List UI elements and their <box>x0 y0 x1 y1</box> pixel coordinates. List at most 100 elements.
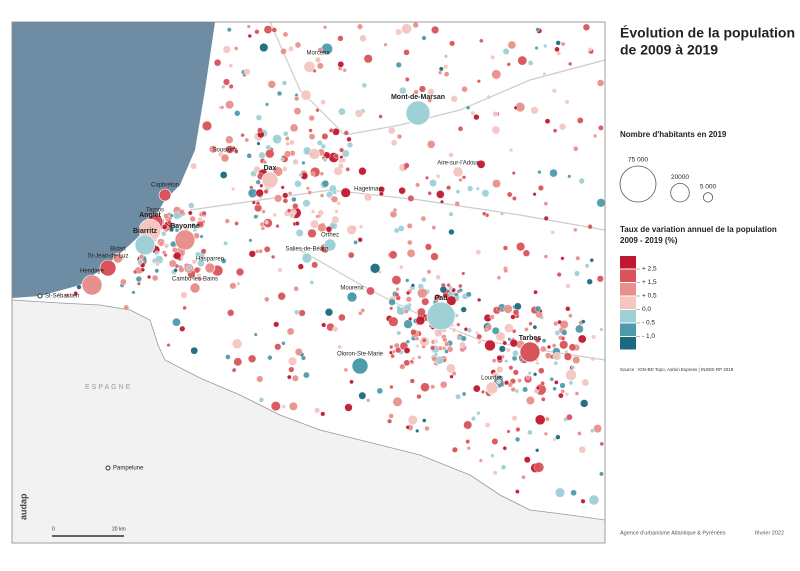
commune-circle <box>310 219 319 229</box>
commune-circle <box>294 348 303 356</box>
commune-circle <box>201 210 207 217</box>
commune-circle <box>307 190 313 195</box>
commune-circle <box>349 379 354 385</box>
commune-circle <box>332 189 337 195</box>
place-label: Hagetmau <box>354 187 382 193</box>
commune-circle <box>499 211 505 216</box>
commune-circle <box>161 224 168 230</box>
rate-legend-label: - 0,5 <box>642 320 655 327</box>
commune-circle <box>443 54 448 59</box>
commune-circle <box>359 34 367 42</box>
commune-circle <box>222 45 231 54</box>
commune-circle <box>303 60 316 73</box>
commune-circle <box>502 446 507 451</box>
commune-circle <box>392 207 398 213</box>
map-frame <box>11 21 606 544</box>
commune-circle <box>532 192 537 197</box>
commune-circle <box>324 308 334 317</box>
commune-circle <box>457 126 464 132</box>
commune-circle <box>173 268 178 273</box>
commune-circle <box>540 345 547 353</box>
commune-circle <box>293 107 302 115</box>
commune-circle <box>421 277 427 283</box>
commune-circle <box>498 345 506 353</box>
commune-circle <box>454 201 461 207</box>
commune-circle <box>593 133 598 138</box>
commune-circle <box>388 413 394 419</box>
commune-circle <box>472 384 481 393</box>
commune-circle <box>388 316 399 327</box>
commune-circle <box>151 274 159 282</box>
commune-circle <box>370 263 381 274</box>
commune-circle <box>297 263 304 270</box>
commune-circle <box>267 80 276 89</box>
commune-circle <box>272 212 277 218</box>
commune-circle <box>389 306 394 311</box>
commune-circle <box>410 283 415 288</box>
commune-circle <box>589 258 594 263</box>
commune-circle <box>411 356 416 361</box>
commune-circle <box>467 185 474 192</box>
commune-circle <box>448 285 454 291</box>
commune-circle <box>420 215 427 222</box>
commune-circle <box>476 159 486 169</box>
commune-circle <box>407 239 413 246</box>
commune-circle <box>559 320 569 330</box>
place-label: Aire-sur-l'Adour <box>437 161 479 167</box>
town-circle <box>426 301 456 331</box>
commune-circle <box>559 340 569 350</box>
commune-circle <box>309 280 315 285</box>
commune-circle <box>197 277 202 282</box>
place-label: Capbreton <box>151 183 179 189</box>
place-label: Orthez <box>321 233 339 239</box>
commune-circle <box>213 59 222 67</box>
commune-circle <box>407 194 415 202</box>
commune-circle <box>334 209 339 214</box>
commune-circle <box>225 354 231 360</box>
commune-circle <box>284 150 292 158</box>
commune-circle <box>461 85 468 93</box>
rate-legend-title: Taux de variation annuel de la populatio… <box>620 225 777 234</box>
commune-circle <box>465 105 471 110</box>
commune-circle <box>475 249 482 255</box>
commune-circle <box>424 243 432 251</box>
town-circle <box>99 259 117 277</box>
commune-circle <box>555 434 561 440</box>
commune-circle <box>584 263 590 269</box>
commune-circle <box>403 359 411 367</box>
commune-circle <box>427 98 433 103</box>
commune-circle <box>568 61 573 66</box>
commune-circle <box>358 311 363 316</box>
commune-circle <box>412 22 419 29</box>
commune-circle <box>524 326 529 332</box>
commune-circle <box>406 248 416 258</box>
commune-circle <box>321 322 327 328</box>
commune-circle <box>491 326 500 335</box>
commune-circle <box>338 107 346 116</box>
town-circle <box>351 357 369 375</box>
commune-circle <box>473 113 480 121</box>
town-circle <box>112 252 124 264</box>
commune-circle <box>573 145 579 152</box>
commune-circle <box>293 286 299 292</box>
commune-circle <box>328 127 334 133</box>
scale-end: 20 km <box>112 526 126 532</box>
commune-circle <box>451 371 457 376</box>
commune-circle <box>336 201 341 206</box>
commune-circle <box>262 160 268 165</box>
town-circle <box>189 282 201 294</box>
commune-circle <box>530 106 539 115</box>
commune-circle <box>415 344 420 349</box>
commune-circle <box>564 99 570 105</box>
commune-circle <box>401 23 412 35</box>
commune-circle <box>282 198 289 204</box>
commune-circle <box>565 283 571 289</box>
commune-circle <box>444 341 450 347</box>
commune-circle <box>451 446 458 453</box>
commune-circle <box>388 298 396 306</box>
commune-circle <box>271 27 277 33</box>
commune-circle <box>366 398 371 403</box>
commune-circle <box>317 223 327 233</box>
commune-circle <box>415 336 420 341</box>
commune-circle <box>277 292 286 301</box>
